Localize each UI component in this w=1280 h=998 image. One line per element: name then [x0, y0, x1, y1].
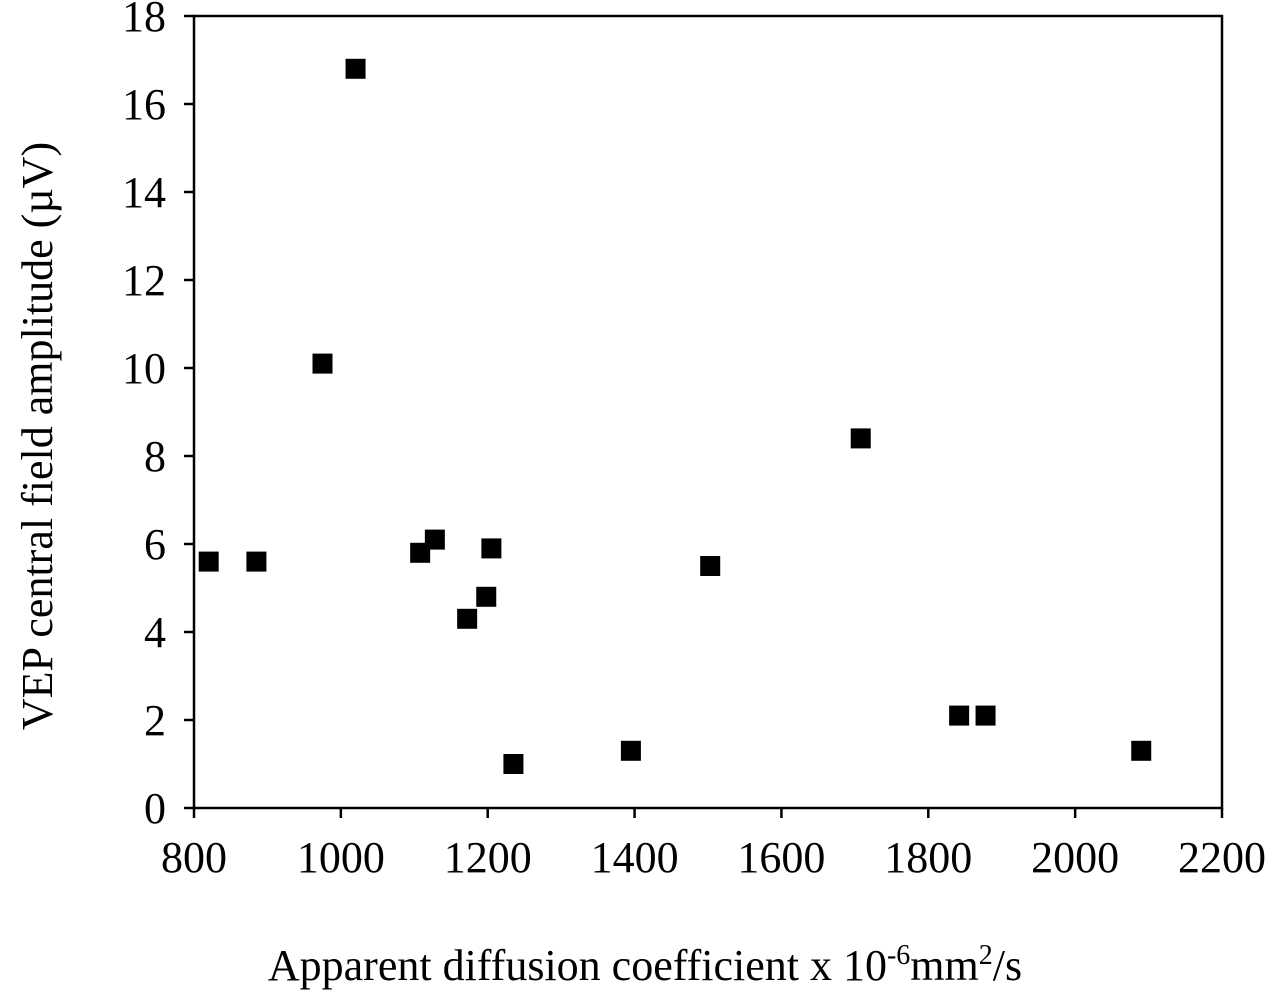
- x-tick-label: 2200: [1178, 833, 1266, 882]
- x-tick-label: 1400: [591, 833, 679, 882]
- x-tick-label: 2000: [1031, 833, 1119, 882]
- x-tick-label: 1200: [444, 833, 532, 882]
- data-point: [1131, 740, 1152, 761]
- y-axis-ticks: 0 2 4 6 8 10 12 14 16 18: [122, 0, 194, 833]
- y-tick-label: 14: [122, 168, 166, 217]
- x-tick-label: 1600: [737, 833, 825, 882]
- x-axis-title-exp1: -6: [887, 940, 910, 971]
- data-point: [850, 428, 871, 449]
- data-point: [345, 58, 366, 79]
- data-point: [620, 740, 641, 761]
- x-axis-title-prefix: Apparent diffusion coefficient x 10: [268, 941, 887, 990]
- plot-frame: [192, 14, 1224, 810]
- x-axis-ticks: 800 1000 1200 1400 1600 1800 2000 2200: [161, 808, 1266, 882]
- y-tick-label: 4: [144, 608, 166, 657]
- data-point: [481, 538, 502, 559]
- x-axis-title-suffix: /s: [993, 941, 1022, 990]
- y-tick-label: 0: [144, 784, 166, 833]
- y-tick-label: 2: [144, 696, 166, 745]
- data-point: [503, 754, 524, 774]
- data-point: [198, 551, 219, 572]
- data-point: [700, 556, 721, 576]
- x-axis-title: Apparent diffusion coefficient x 10-6mm2…: [268, 940, 1022, 990]
- data-points: [198, 58, 1152, 774]
- x-tick-label: 1000: [297, 833, 385, 882]
- data-point: [246, 551, 267, 572]
- y-tick-label: 18: [122, 0, 166, 41]
- x-axis-title-exp2: 2: [979, 940, 993, 971]
- x-tick-label: 800: [161, 833, 227, 882]
- data-point: [975, 705, 996, 726]
- y-tick-label: 10: [122, 344, 166, 393]
- x-axis-title-mid: mm: [910, 941, 978, 990]
- data-point: [424, 529, 445, 550]
- data-point: [949, 705, 970, 726]
- y-tick-label: 6: [144, 520, 166, 569]
- y-tick-label: 16: [122, 80, 166, 129]
- data-point: [457, 608, 478, 629]
- y-tick-label: 8: [144, 432, 166, 481]
- y-tick-label: 12: [122, 256, 166, 305]
- data-point: [312, 353, 333, 374]
- x-tick-label: 1800: [884, 833, 972, 882]
- data-point: [476, 586, 497, 607]
- y-axis-title: VEP central field amplitude (µV): [13, 142, 62, 730]
